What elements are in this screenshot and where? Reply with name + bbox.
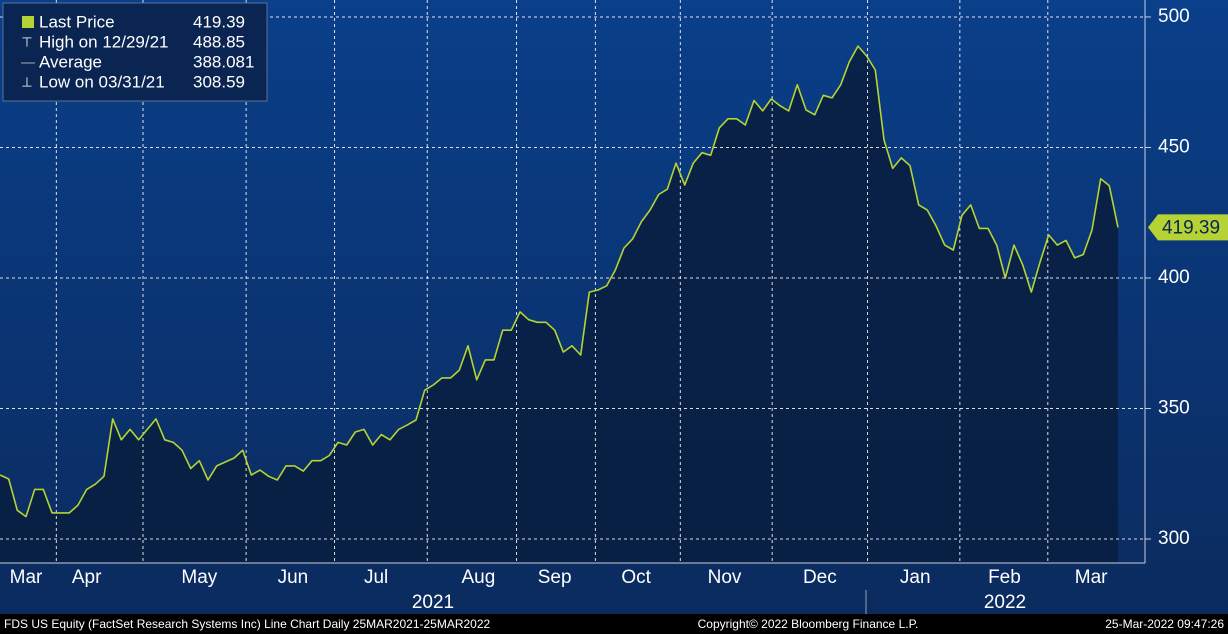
legend-value: 308.59 <box>193 72 245 91</box>
x-tick-label: Nov <box>708 567 742 588</box>
last-price-tag <box>1148 214 1228 241</box>
x-tick-label: Mar <box>10 567 43 588</box>
legend-label: Low on 03/31/21 <box>39 72 165 91</box>
x-tick-label: Dec <box>803 567 837 588</box>
footer-center: Copyright© 2022 Bloomberg Finance L.P. <box>698 617 919 631</box>
x-tick-label: Jun <box>278 567 309 588</box>
y-tick-label: 450 <box>1158 136 1190 157</box>
footer-right: 25-Mar-2022 09:47:26 <box>1105 617 1224 631</box>
legend-value: 419.39 <box>193 12 245 31</box>
legend-value: 388.081 <box>193 52 254 71</box>
year-label: 2022 <box>984 592 1026 613</box>
x-tick-label: Mar <box>1075 567 1108 588</box>
legend-label: Average <box>39 52 102 71</box>
x-tick-label: Aug <box>461 567 495 588</box>
footer-left: FDS US Equity (FactSet Research Systems … <box>4 617 491 631</box>
legend-box <box>2 2 268 102</box>
year-label: 2021 <box>412 592 454 613</box>
legend-swatch <box>22 16 34 28</box>
area <box>0 46 1118 564</box>
legend-label: High on 12/29/21 <box>39 32 169 51</box>
x-tick-label: Oct <box>621 567 651 588</box>
x-tick-label: Jul <box>364 567 388 588</box>
y-tick-label: 350 <box>1158 397 1190 418</box>
price-line <box>0 45 1119 518</box>
y-tick-label: 400 <box>1158 267 1190 288</box>
last-price-label: 419.39 <box>1162 217 1220 238</box>
x-tick-label: Sep <box>538 567 572 588</box>
legend-icon: ⊥ <box>21 74 32 89</box>
x-tick-label: Feb <box>988 567 1021 588</box>
y-tick-label: 300 <box>1158 528 1190 549</box>
x-tick-label: Apr <box>72 567 102 588</box>
legend-icon: ⊤ <box>21 34 32 49</box>
legend: ⊤ ⊥ Last Price 419.39 High on 12/29/21 4… <box>2 2 268 102</box>
legend-label: Last Price <box>39 12 115 31</box>
y-tick-label: 500 <box>1158 6 1190 27</box>
footer-bar <box>0 614 1228 634</box>
legend-value: 488.85 <box>193 32 245 51</box>
x-tick-label: Jan <box>900 567 931 588</box>
x-tick-label: May <box>181 567 217 588</box>
